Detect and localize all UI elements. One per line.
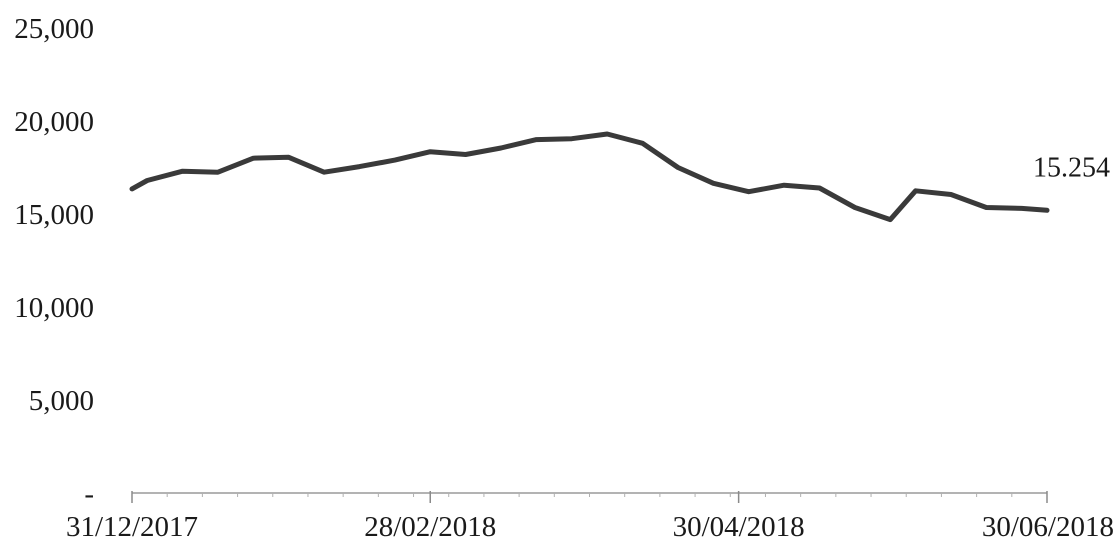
y-tick-label: 5,000 xyxy=(29,385,94,417)
y-axis-tick-labels: - 5,000 10,000 15,000 20,000 25,000 xyxy=(14,13,94,510)
end-value-label: 15.254 xyxy=(1033,152,1110,183)
x-tick-label: 28/02/2018 xyxy=(364,511,496,542)
y-tick-label: 10,000 xyxy=(14,292,94,324)
y-tick-label: 20,000 xyxy=(14,106,94,138)
y-tick-label: 15,000 xyxy=(14,199,94,231)
y-tick-label: - xyxy=(84,478,94,510)
x-tick-label: 31/12/2017 xyxy=(66,511,198,542)
x-tick-label: 30/04/2018 xyxy=(673,511,805,542)
series-layer xyxy=(129,131,1050,223)
annotation-layer: 15.254 xyxy=(1033,152,1110,183)
x-axis: 31/12/2017 28/02/2018 30/04/2018 30/06/2018 xyxy=(66,491,1114,542)
y-tick-label: 25,000 xyxy=(14,13,94,45)
series-line xyxy=(129,131,1050,223)
x-tick-label: 30/06/2018 xyxy=(982,511,1114,542)
